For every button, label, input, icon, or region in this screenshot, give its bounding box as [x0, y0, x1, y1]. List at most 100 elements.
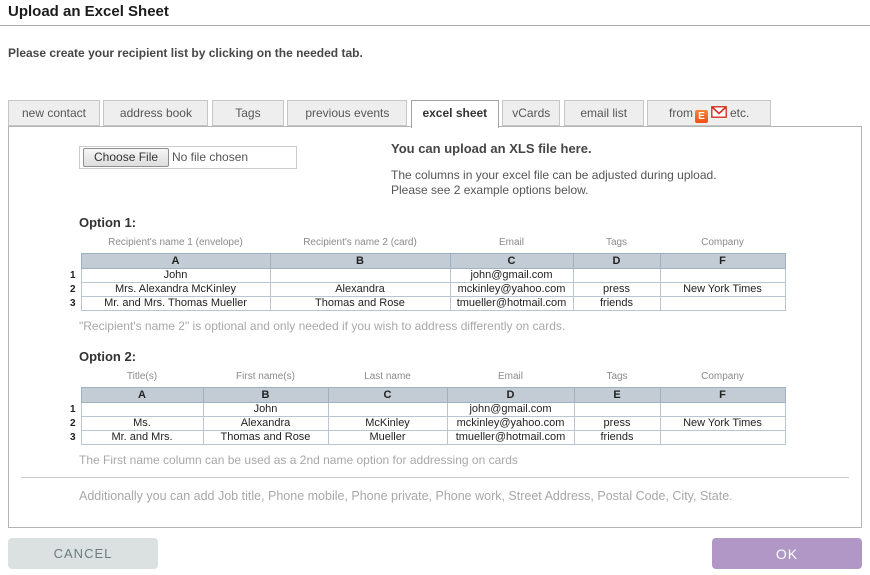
- upload-description-line2: Please see 2 example options below.: [391, 183, 589, 197]
- ok-button[interactable]: OK: [712, 538, 862, 569]
- file-chosen-status: No file chosen: [172, 150, 249, 164]
- cell: john@gmail.com: [449, 267, 574, 283]
- title-divider: [0, 25, 870, 26]
- col-head: D: [446, 386, 575, 403]
- excel-sheet-tab-panel: Choose File No file chosen You can uploa…: [8, 126, 862, 528]
- col-head: E: [573, 386, 661, 403]
- table-row: 2 Mrs. Alexandra McKinley Alexandra mckinle…: [65, 281, 786, 297]
- tab-tags[interactable]: Tags: [211, 100, 284, 126]
- cell: press: [573, 415, 661, 431]
- cell: Mueller: [327, 429, 448, 445]
- tab-from-label: from: [669, 106, 693, 120]
- page-title: Upload an Excel Sheet: [8, 3, 169, 20]
- rownum: 1: [65, 402, 81, 416]
- col-label: Last name: [364, 370, 411, 382]
- cell: [327, 401, 448, 417]
- cell: press: [572, 281, 661, 297]
- option1-table-wrap: Recipient's name 1 (envelope) Recipient's…: [65, 231, 786, 311]
- cell: New York Times: [659, 415, 786, 431]
- option2-label: Option 2:: [79, 349, 137, 364]
- rownum-spacer: [65, 231, 81, 253]
- tab-vcards[interactable]: vCards: [502, 100, 561, 126]
- example-spreadsheet: Recipient's name 1 (envelope) Recipient's…: [65, 231, 786, 311]
- tab-address-book[interactable]: address book: [103, 100, 209, 126]
- tab-excel-sheet[interactable]: excel sheet: [410, 100, 499, 128]
- col-label: Company: [701, 236, 744, 248]
- rownum: 3: [65, 430, 81, 444]
- rownum-spacer: [65, 365, 81, 387]
- col-head: D: [572, 252, 661, 269]
- table-row: 3 Mr. and Mrs. Thomas and Rose Mueller tmuel…: [65, 429, 786, 445]
- col-label: First name(s): [236, 370, 295, 382]
- cell: [80, 401, 204, 417]
- col-head: B: [269, 252, 451, 269]
- table-row: 1 John john@gmail.com: [65, 401, 786, 417]
- col-label: Tags: [606, 370, 628, 382]
- col-label: Tags: [605, 236, 628, 248]
- col-label: Company: [701, 370, 744, 382]
- rownum: 2: [65, 282, 81, 296]
- cell: Mrs. Alexandra McKinley: [80, 281, 271, 297]
- cell: Thomas and Rose: [269, 295, 451, 311]
- table-row: 1 John john@gmail.com: [65, 267, 786, 283]
- cell: tmueller@hotmail.com: [449, 295, 574, 311]
- footer-divider: [21, 477, 849, 478]
- tab-previous-events[interactable]: previous events: [287, 100, 408, 126]
- rownum: 1: [65, 268, 81, 282]
- rownum-spacer: [65, 387, 81, 402]
- cell: Alexandra: [269, 281, 451, 297]
- cell: [659, 267, 786, 283]
- rownum-spacer: [65, 253, 81, 268]
- cell: [572, 267, 661, 283]
- option1-label: Option 1:: [79, 215, 137, 230]
- table-row: 3 Mr. and Mrs. Thomas Mueller Thomas and R…: [65, 295, 786, 311]
- upload-heading: You can upload an XLS file here.: [391, 141, 592, 156]
- option2-note: The First name column can be used as a 2…: [79, 453, 518, 467]
- cell: friends: [573, 429, 661, 445]
- rownum: 3: [65, 296, 81, 310]
- eventbrite-icon: E: [695, 110, 708, 123]
- col-head: F: [659, 386, 786, 403]
- upload-description-line1: The columns in your excel file can be ad…: [391, 168, 717, 182]
- tab-new-contact[interactable]: new contact: [8, 100, 100, 126]
- rownum: 2: [65, 416, 81, 430]
- cell: mckinley@yahoo.com: [449, 281, 574, 297]
- cell: Alexandra: [202, 415, 329, 431]
- col-head: A: [80, 252, 271, 269]
- cell: mckinley@yahoo.com: [446, 415, 575, 431]
- dialog-instructions: Please create your recipient list by cli…: [8, 46, 363, 60]
- tab-email-list[interactable]: email list: [563, 100, 644, 126]
- upload-description: The columns in your excel file can be ad…: [391, 168, 717, 198]
- cell: [269, 267, 451, 283]
- col-head: A: [80, 386, 204, 403]
- cell: john@gmail.com: [446, 401, 575, 417]
- cell: [659, 295, 786, 311]
- cell: John: [80, 267, 271, 283]
- col-label: Recipient's name 2 (card): [303, 236, 417, 248]
- col-head: C: [449, 252, 574, 269]
- choose-file-button[interactable]: Choose File: [83, 148, 170, 167]
- cell: New York Times: [659, 281, 786, 297]
- cell: Thomas and Rose: [202, 429, 329, 445]
- cell: McKinley: [327, 415, 448, 431]
- additional-columns-note: Additionally you can add Job title, Phon…: [79, 489, 733, 503]
- cell: Ms.: [80, 415, 204, 431]
- cancel-button[interactable]: CANCEL: [8, 538, 158, 569]
- cell: [573, 401, 661, 417]
- col-head: F: [659, 252, 786, 269]
- cell: Mr. and Mrs.: [80, 429, 204, 445]
- col-label: Title(s): [126, 370, 158, 382]
- table-row: 2 Ms. Alexandra McKinley mckinley@yahoo.com p…: [65, 415, 786, 431]
- cell: Mr. and Mrs. Thomas Mueller: [80, 295, 271, 311]
- tab-bar: new contact address book Tags previous e…: [8, 100, 772, 128]
- col-head: C: [327, 386, 448, 403]
- col-label: Email: [498, 236, 524, 248]
- col-head: B: [202, 386, 329, 403]
- cell: [659, 401, 786, 417]
- cell: [659, 429, 786, 445]
- col-label: Email: [497, 370, 523, 382]
- file-upload-input[interactable]: Choose File No file chosen: [79, 146, 297, 169]
- gmail-icon: [711, 106, 727, 118]
- option2-table-wrap: Title(s) First name(s) Last name Email Tags C…: [65, 365, 786, 445]
